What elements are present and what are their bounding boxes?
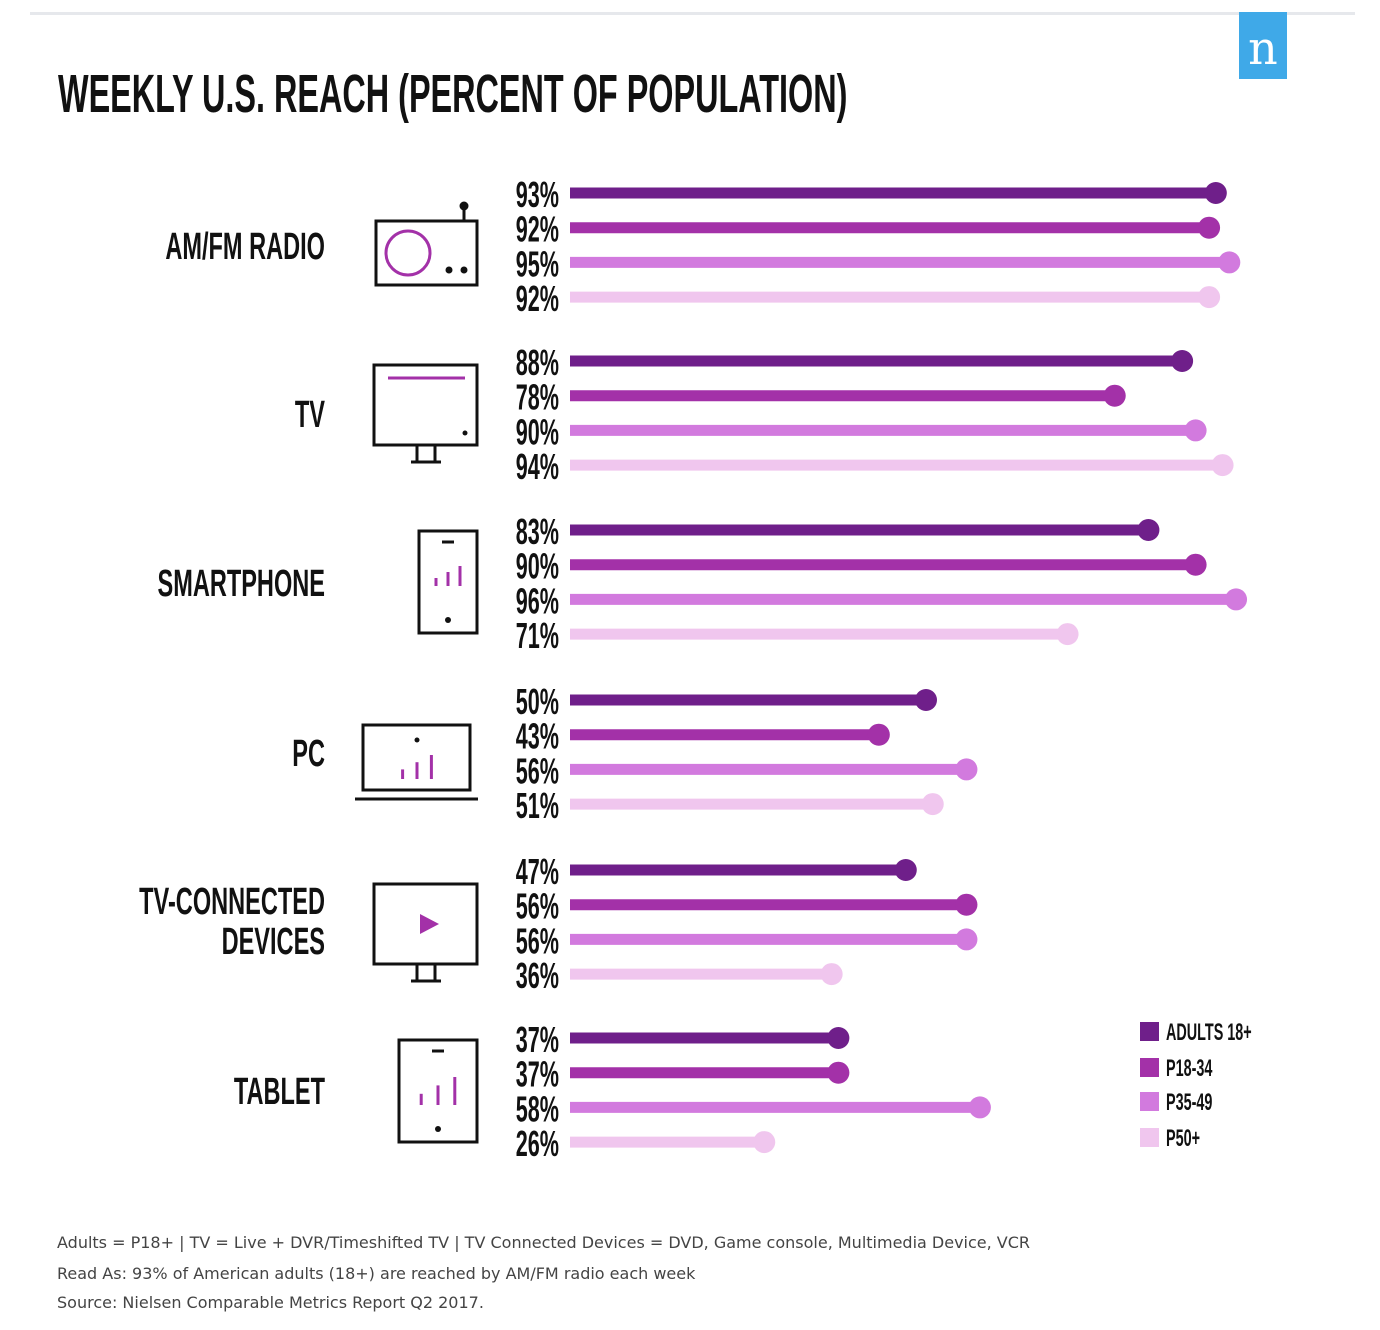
bar-end-dot — [1198, 286, 1221, 309]
value-label: 56% — [516, 887, 559, 927]
value-label: 90% — [516, 547, 559, 587]
category-label: SMARTPHONE — [157, 561, 325, 604]
value-label: 83% — [516, 512, 559, 552]
legend-swatch — [1140, 1022, 1159, 1041]
bar-end-dot — [955, 893, 978, 916]
bar-end-dot — [1137, 519, 1160, 541]
bar-end-dot — [1211, 454, 1234, 477]
stand — [415, 962, 437, 983]
footnote-source: Source: Nielsen Comparable Metrics Repor… — [57, 1293, 484, 1312]
bar-end-dot — [1103, 384, 1126, 407]
value-label: 92% — [516, 210, 559, 250]
category-label: PC — [292, 731, 325, 774]
bar-end-dot — [921, 793, 944, 816]
footnote-definitions: Adults = P18+ | TV = Live + DVR/Timeshif… — [57, 1233, 1031, 1252]
value-label: 90% — [516, 413, 559, 453]
value-label: 88% — [516, 343, 559, 383]
bar-end-dot — [753, 1131, 776, 1154]
play-icon — [420, 914, 439, 934]
value-label: 37% — [516, 1020, 559, 1060]
knob — [445, 266, 453, 274]
value-label: 37% — [516, 1055, 559, 1095]
bar-end-dot — [1225, 588, 1248, 611]
tablet-icon — [397, 1038, 479, 1144]
category-label: TV-CONNECTED — [139, 879, 325, 922]
bar-end-dot — [867, 723, 890, 746]
legend-swatch — [1140, 1128, 1159, 1147]
legend-swatch — [1140, 1092, 1159, 1111]
category-label: AM/FM RADIO — [165, 224, 325, 267]
bar-end-dot — [1204, 182, 1227, 204]
radio-icon — [374, 201, 479, 287]
legend-label: P50+ — [1166, 1125, 1200, 1152]
value-label: 96% — [516, 582, 559, 622]
tv-icon — [372, 363, 479, 464]
value-label: 26% — [516, 1125, 559, 1165]
radio-body — [374, 219, 479, 287]
knob — [460, 266, 468, 274]
value-label: 78% — [516, 378, 559, 418]
value-label: 51% — [516, 787, 559, 827]
top-divider — [30, 12, 1355, 15]
value-label: 92% — [516, 280, 559, 320]
bar-end-dot — [1198, 216, 1221, 239]
bar-end-dot — [1184, 419, 1207, 442]
bar-end-dot — [968, 1096, 991, 1119]
bar-end-dot — [915, 689, 937, 711]
camera — [414, 737, 420, 743]
bar-end-dot — [955, 758, 978, 781]
legend-label: P18-34 — [1166, 1055, 1212, 1082]
value-label: 71% — [516, 617, 559, 657]
value-label: 47% — [516, 852, 559, 892]
value-label: 94% — [516, 448, 559, 488]
bar-end-dot — [827, 1061, 850, 1084]
bar-end-dot — [1218, 251, 1241, 274]
legend-swatch — [1140, 1058, 1159, 1077]
antenna-tip — [459, 201, 469, 211]
category-label: TABLET — [234, 1069, 325, 1112]
value-label: 95% — [516, 245, 559, 285]
value-label: 56% — [516, 922, 559, 962]
value-label: 43% — [516, 717, 559, 757]
smartphone-icon — [417, 529, 479, 635]
bar-end-dot — [955, 928, 978, 951]
bar-end-dot — [827, 1027, 850, 1049]
chart-title: WEEKLY U.S. REACH (PERCENT OF POPULATION… — [58, 65, 847, 124]
bar-end-dot — [894, 859, 917, 881]
value-label: 50% — [516, 682, 559, 722]
value-label: 36% — [516, 957, 559, 997]
bar-end-dot — [1171, 350, 1194, 372]
bar-end-dot — [1184, 553, 1207, 576]
legend-label: P35-49 — [1166, 1089, 1212, 1116]
speaker — [384, 229, 432, 277]
category-label: TV — [295, 392, 325, 435]
home-button — [445, 617, 451, 623]
footnote-read-as: Read As: 93% of American adults (18+) ar… — [57, 1264, 696, 1283]
device-body — [397, 1038, 479, 1144]
bar-end-dot — [820, 963, 843, 986]
value-label: 58% — [516, 1090, 559, 1130]
tv-connected-device-icon — [372, 882, 479, 983]
dot — [462, 430, 468, 436]
value-label: 93% — [516, 175, 559, 215]
home-button — [435, 1126, 441, 1132]
stand — [415, 443, 437, 464]
reach-chart: WEEKLY U.S. REACH (PERCENT OF POPULATION… — [58, 65, 1252, 1165]
pc-icon — [355, 723, 478, 801]
nielsen-logo: n — [1239, 12, 1287, 79]
device-body — [417, 529, 479, 635]
value-label: 56% — [516, 752, 559, 792]
legend-label: ADULTS 18+ — [1166, 1019, 1252, 1046]
bar-end-dot — [1056, 623, 1079, 646]
laptop-screen — [361, 723, 472, 792]
category-label: DEVICES — [222, 919, 325, 962]
